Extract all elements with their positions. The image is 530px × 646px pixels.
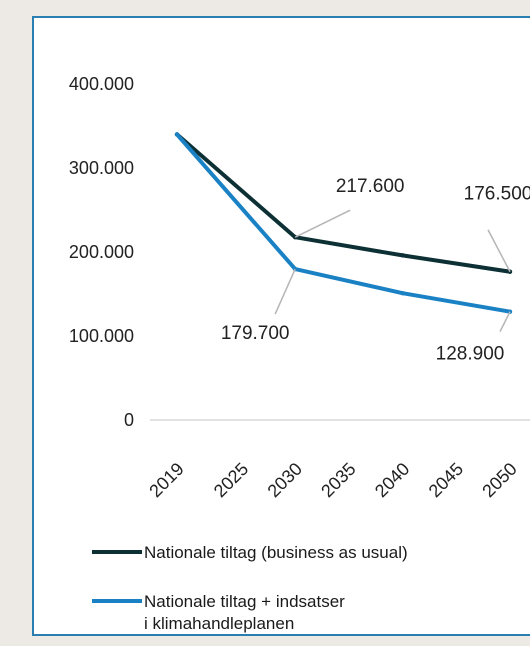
y-tick-label: 0 — [124, 410, 134, 430]
line-chart: 0 100.000 200.000 300.000 400.000 2019 2025 203… — [69, 74, 530, 633]
data-point — [174, 132, 180, 137]
y-tick-label: 200.000 — [69, 242, 134, 262]
data-label: 179.700 — [221, 323, 290, 344]
x-tick-label: 2019 — [145, 459, 187, 501]
data-label: 128.900 — [436, 344, 505, 365]
series-line-1 — [175, 132, 512, 274]
data-point — [400, 290, 405, 296]
x-tick-label: 2035 — [317, 459, 359, 501]
chart-panel: 0 100.000 200.000 300.000 400.000 2019 2025 203… — [32, 16, 530, 636]
data-point — [400, 253, 405, 258]
legend-label-2: Nationale tiltag + indsatser i klimahandl… — [144, 592, 345, 633]
data-label: 217.600 — [336, 176, 405, 197]
series-line-2 — [175, 132, 512, 314]
x-tick-label: 2040 — [371, 459, 413, 501]
x-tick-label: 2050 — [478, 459, 520, 501]
x-tick-label: 2025 — [210, 459, 252, 501]
x-tick-label: 2045 — [425, 459, 467, 501]
y-tick-label: 300.000 — [69, 158, 134, 178]
legend-label-1: Nationale tiltag (business as usual) — [144, 543, 408, 562]
y-tick-label: 400.000 — [69, 74, 134, 94]
data-label: 176.500 — [464, 184, 530, 205]
annotation-leader-line — [294, 209, 351, 238]
annotation-leader-line — [487, 229, 511, 273]
annotation-leader-line — [274, 268, 296, 315]
annotation-leader-line — [499, 311, 511, 333]
x-tick-label: 2030 — [264, 459, 306, 501]
y-tick-label: 100.000 — [69, 326, 134, 346]
